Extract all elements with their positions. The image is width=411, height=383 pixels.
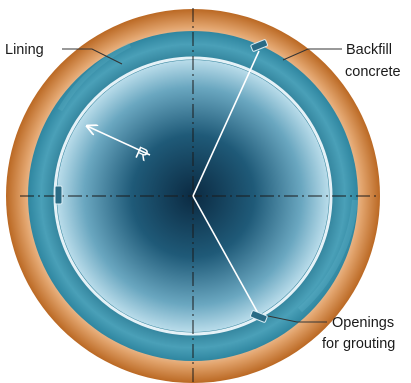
backfill-label-line2: concrete	[345, 64, 401, 80]
grouting-opening-top	[250, 39, 268, 52]
radial-line-lower	[192, 195, 260, 316]
backfill-leader	[282, 48, 342, 61]
ring-streak	[57, 42, 132, 112]
lining-label: Lining	[5, 42, 44, 58]
backfill-label-line1: Backfill	[346, 42, 392, 58]
openings-leader	[267, 315, 327, 323]
openings-label-line1: Openings	[332, 315, 394, 331]
grouting-opening-bottom	[250, 310, 268, 323]
radius-arrow	[87, 126, 151, 156]
openings-label-line2: for grouting	[322, 336, 395, 352]
grouting-opening-left	[54, 185, 63, 205]
lining-leader	[62, 48, 123, 65]
ring-streak	[298, 199, 358, 313]
radial-line-upper	[192, 50, 260, 197]
